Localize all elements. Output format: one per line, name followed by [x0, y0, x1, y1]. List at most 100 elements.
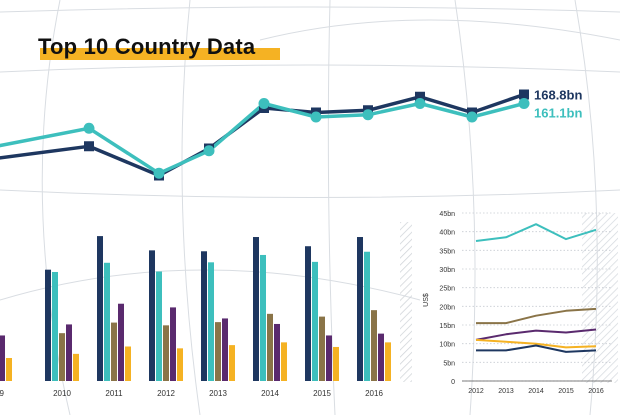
bar	[385, 342, 391, 381]
bar-data-label: 28.1bn	[365, 256, 372, 278]
bar	[156, 271, 162, 381]
bar	[118, 303, 124, 381]
bar-data-label: 10.4bn	[60, 337, 67, 359]
bar	[229, 345, 235, 381]
small-line-series-3	[475, 338, 597, 349]
bar-category-label: 2011	[105, 389, 123, 398]
bar-data-label: 5bn	[7, 362, 14, 374]
bar	[274, 323, 280, 381]
title-block: Top 10 Country Data	[38, 34, 280, 60]
bar-data-label: 29.3bn	[306, 250, 313, 272]
bar	[66, 324, 72, 381]
bar-data-label: 23.7bn	[53, 276, 60, 298]
bar	[52, 271, 58, 381]
bar-category-label: 2016	[365, 389, 383, 398]
small-x-tick-label: 2013	[498, 388, 514, 395]
small-y-tick-label: 10bn	[439, 342, 455, 349]
bar	[371, 310, 377, 381]
bar	[333, 346, 339, 381]
grid-curve	[0, 189, 620, 198]
small-x-tick-label: 2012	[468, 388, 484, 395]
bar	[215, 322, 221, 381]
bar	[170, 307, 176, 381]
top-line-point	[414, 98, 426, 109]
small-y-tick-label: 45bn	[439, 211, 455, 218]
top-line-point	[83, 122, 95, 134]
bar-category-label: 2013	[209, 389, 227, 398]
grid-curve	[454, 0, 476, 415]
small-x-tick-label: 2015	[558, 388, 574, 395]
bar-category-label: 2015	[313, 389, 331, 398]
small-y-tick-label: 0	[451, 379, 455, 386]
bar	[45, 269, 51, 381]
bar-data-label: 8.4bn	[386, 346, 393, 364]
bar-data-label: 25.9bn	[313, 266, 320, 288]
bar-category-label: 2014	[261, 389, 279, 398]
bar-data-label: 16.8bn	[119, 308, 126, 330]
top-line-point	[519, 89, 529, 100]
title-highlight	[40, 48, 280, 60]
small-line-series-0	[475, 223, 597, 242]
bar-category-label: 2009	[0, 389, 4, 398]
bar-data-label: 27.4bn	[261, 259, 268, 281]
grid-curve	[0, 64, 620, 73]
bar	[222, 318, 228, 381]
bar-data-label: 16bn	[171, 311, 178, 327]
top-line-point	[84, 141, 94, 152]
bar	[177, 348, 183, 381]
bar-data-label: 14.6bn	[268, 318, 275, 340]
bar-data-label: 7.5bn	[126, 351, 133, 369]
bar	[267, 313, 273, 381]
bar	[378, 333, 384, 381]
bar	[125, 346, 131, 381]
small-y-tick-label: 40bn	[439, 230, 455, 237]
bar-data-label: 9.9bn	[327, 339, 334, 357]
bar-data-label: 12.1bn	[164, 329, 171, 351]
top-line-point	[415, 91, 425, 102]
bar	[253, 237, 259, 381]
bar-data-label: 12.4bn	[275, 328, 282, 350]
bar-data-label: 7.4bn	[334, 351, 341, 369]
bar	[59, 333, 65, 381]
bar	[6, 358, 12, 381]
bar-data-label: 25.7bn	[105, 267, 112, 289]
bar	[364, 251, 370, 381]
bar	[312, 261, 318, 381]
top-line-series-1	[0, 101, 525, 176]
small-y-tick-label: 25bn	[439, 286, 455, 293]
bar-data-label: 9.9bn	[0, 339, 7, 357]
bar	[104, 262, 110, 381]
bar-data-label: 8.4bn	[282, 346, 289, 364]
bar	[357, 237, 363, 381]
small-x-tick-label: 2014	[528, 388, 544, 395]
bar	[305, 246, 311, 381]
bar	[73, 353, 79, 381]
small-line-series-1	[476, 307, 597, 325]
bar-data-label: 25.8bn	[209, 266, 216, 288]
bar	[149, 250, 155, 381]
top-line-point	[518, 98, 530, 109]
bar-data-label: 7.1bn	[178, 352, 185, 370]
bar-data-label: 12.7bn	[112, 327, 119, 349]
top-line-point	[203, 145, 215, 157]
hatch-area	[582, 213, 618, 383]
top-line-point	[362, 109, 374, 121]
bar-data-label: 14bn	[320, 321, 327, 337]
bar-data-label: 7.8bn	[230, 349, 237, 367]
small-y-tick-label: 15bn	[439, 323, 455, 330]
bar-data-label: 31.3bn	[254, 241, 261, 263]
small-line-series-2	[475, 328, 597, 341]
bar-data-label: 31.3bn	[358, 241, 365, 263]
grid-curve	[0, 6, 620, 13]
small-y-tick-label: 5bn	[443, 360, 455, 367]
top-line-end-label: 168.8bn	[534, 88, 582, 103]
bar-data-label: 12.8bn	[216, 326, 223, 348]
bar-data-label: 28.4bn	[150, 254, 157, 276]
bar	[201, 251, 207, 381]
bar	[163, 325, 169, 381]
grid-curve	[327, 0, 336, 415]
bar-data-label: 28.2bn	[202, 255, 209, 277]
